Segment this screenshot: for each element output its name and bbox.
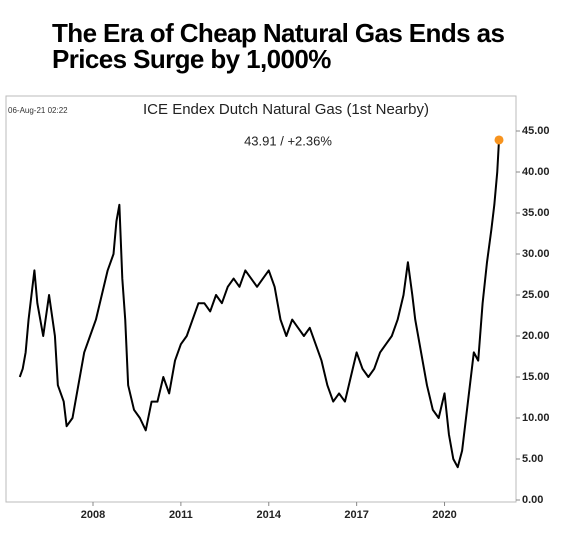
last-point: [494, 135, 504, 145]
x-tick-label: 2014: [257, 509, 282, 521]
y-tick-label: 10.00: [522, 412, 550, 424]
y-tick-label: 30.00: [522, 248, 550, 260]
y-tick-label: 20.00: [522, 330, 550, 342]
x-tick-label: 2017: [344, 509, 368, 521]
price-line: [18, 139, 501, 469]
timestamp: 06-Aug-21 02:22: [8, 106, 68, 115]
y-tick-label: 35.00: [522, 207, 550, 219]
x-tick-label: 2011: [169, 509, 193, 521]
x-tick-label: 2008: [81, 509, 105, 521]
y-tick-label: 0.00: [522, 494, 543, 506]
annotation: 43.91 / +2.36%: [244, 133, 332, 148]
x-tick-label: 2020: [432, 509, 456, 521]
title-line: The Era of Cheap Natural Gas Ends as: [52, 18, 505, 48]
y-tick-label: 40.00: [522, 166, 550, 178]
y-tick-label: 25.00: [522, 289, 550, 301]
y-tick-label: 15.00: [522, 371, 550, 383]
y-tick-label: 45.00: [522, 125, 550, 137]
plot-frame: [5, 95, 517, 503]
y-tick-label: 5.00: [522, 453, 543, 465]
chart-subtitle: ICE Endex Dutch Natural Gas (1st Nearby): [143, 101, 429, 118]
chart-title: The Era of Cheap Natural Gas Ends as Pri…: [52, 18, 505, 74]
title-line: Prices Surge by 1,000%: [52, 44, 331, 74]
